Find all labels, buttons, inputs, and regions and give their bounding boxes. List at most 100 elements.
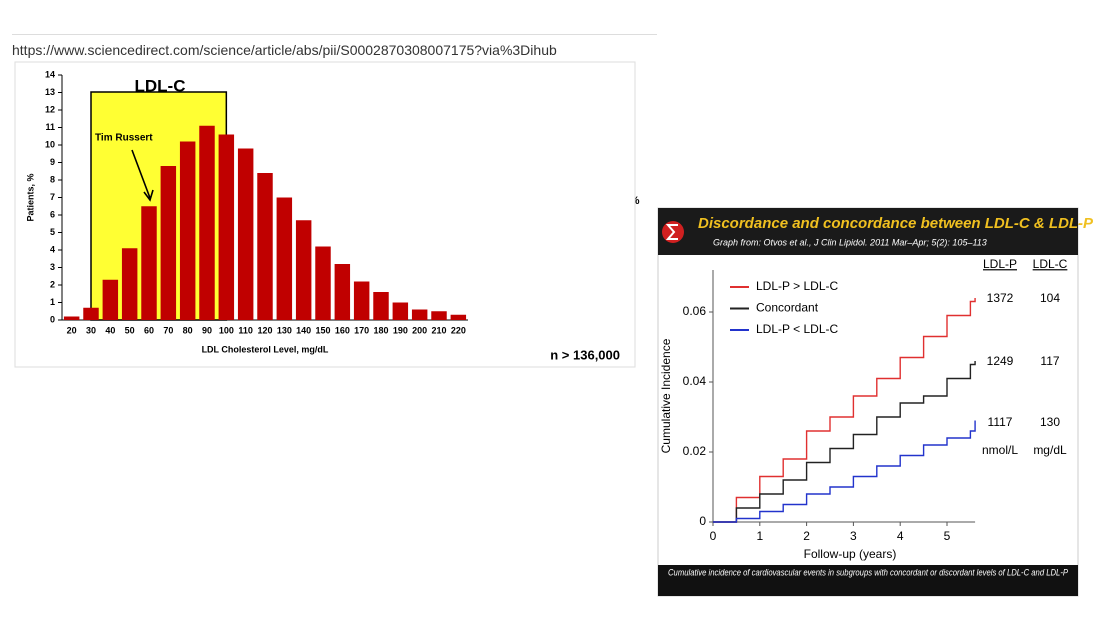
table-cell: 1117	[988, 415, 1013, 429]
y-tick-label: 6	[50, 209, 55, 219]
header-band	[658, 208, 1078, 255]
chart-title: LDL-C	[135, 76, 186, 95]
bar	[83, 307, 99, 320]
x-tick-label: 120	[257, 325, 272, 335]
bar	[392, 302, 409, 320]
y-tick-label: 2	[50, 279, 55, 289]
bar	[199, 125, 215, 320]
x-tick-label: 90	[202, 325, 212, 335]
x-tick-label: 130	[277, 325, 292, 335]
y-tick-label: 5	[50, 227, 55, 237]
legend-label: LDL-P < LDL-C	[756, 322, 838, 336]
bar	[353, 281, 370, 320]
url: https://www.sciencedirect.com/science/ar…	[12, 42, 557, 58]
x-tick-label: 100	[219, 325, 234, 335]
table-header: LDL-P	[983, 257, 1017, 271]
x-tick-label: 40	[105, 325, 115, 335]
bar	[450, 314, 467, 320]
y-tick-label: 3	[50, 262, 55, 272]
bar	[63, 316, 80, 320]
bar	[431, 311, 447, 320]
bar	[257, 173, 273, 320]
table-header: LDL-C	[1033, 257, 1068, 271]
x-tick-label: 80	[183, 325, 193, 335]
table-cell: 130	[1040, 415, 1060, 429]
y-tick-label: 10	[45, 139, 55, 149]
x-tick-label: 200	[412, 325, 427, 335]
y-tick-label: 14	[45, 69, 55, 79]
caption: Cumulative incidence of cardiovascular e…	[668, 567, 1068, 577]
divider	[12, 34, 657, 35]
table-cell: 104	[1040, 291, 1060, 305]
x-tick-label: 180	[373, 325, 388, 335]
y-tick-label: 11	[45, 122, 55, 132]
bar	[315, 246, 331, 320]
table-unit: mg/dL	[1033, 443, 1067, 457]
y-tick-label: 0.06	[683, 304, 707, 318]
x-tick-label: 20	[67, 325, 77, 335]
annotation: Tim Russert	[95, 133, 153, 144]
bar	[411, 309, 428, 320]
y-tick-label: 1	[50, 297, 55, 307]
x-tick-label: 210	[431, 325, 446, 335]
x-tick-label: 110	[238, 325, 253, 335]
y-tick-label: 0	[699, 514, 706, 528]
series-line	[713, 298, 976, 523]
legend-label: Concordant	[756, 301, 819, 315]
x-tick-label: 0	[710, 529, 717, 543]
bar	[141, 206, 157, 320]
footnote: n > 136,000	[550, 347, 620, 362]
bar	[179, 141, 196, 320]
x-tick-label: 170	[354, 325, 369, 335]
bar	[121, 248, 138, 320]
x-tick-label: 140	[296, 325, 311, 335]
sigma-icon	[665, 224, 678, 240]
x-tick-label: 3	[850, 529, 857, 543]
x-axis-label: LDL Cholesterol Level, mg/dL	[202, 344, 329, 354]
x-tick-label: 30	[86, 325, 96, 335]
series-line	[713, 420, 976, 523]
chart-title: Discordance and concordance between LDL-…	[698, 215, 1094, 232]
y-tick-label: 8	[50, 174, 55, 184]
x-tick-label: 2	[803, 529, 810, 543]
bar	[295, 220, 312, 320]
y-tick-label: 13	[45, 87, 55, 97]
x-tick-label: 4	[897, 529, 904, 543]
y-tick-label: 0.04	[683, 374, 707, 388]
y-tick-label: 0.02	[683, 444, 707, 458]
x-tick-label: 70	[163, 325, 173, 335]
table-cell: 1372	[987, 291, 1014, 305]
y-axis-label: Cumulative Incidence	[659, 338, 673, 453]
y-tick-label: 12	[45, 104, 55, 114]
x-tick-label: 1	[756, 529, 763, 543]
table-cell: 117	[1040, 354, 1059, 368]
bar	[237, 148, 254, 320]
y-tick-label: 0	[50, 314, 55, 324]
bar	[334, 264, 351, 320]
bar	[102, 279, 119, 320]
subtitle: Graph from: Otvos et al., J Clin Lipidol…	[713, 237, 987, 247]
table-cell: 1249	[987, 354, 1014, 368]
x-tick-label: 150	[315, 325, 330, 335]
y-axis-label: Patients, %	[25, 173, 35, 221]
bar	[373, 292, 389, 320]
x-tick-label: 5	[944, 529, 951, 543]
x-axis-label: Follow-up (years)	[804, 547, 897, 561]
right-panel	[657, 207, 1079, 597]
series-line	[713, 361, 976, 523]
caption-band	[658, 565, 1078, 596]
y-tick-label: 4	[50, 244, 55, 254]
y-tick-label: 9	[50, 157, 55, 167]
x-tick-label: 160	[335, 325, 350, 335]
arrow	[131, 149, 154, 202]
x-tick-label: 190	[393, 325, 408, 335]
x-tick-label: 50	[125, 325, 135, 335]
bar	[276, 197, 293, 320]
legend-label: LDL-P > LDL-C	[756, 279, 838, 293]
x-tick-label: 220	[451, 325, 466, 335]
y-tick-label: 7	[50, 192, 55, 202]
bar	[160, 166, 177, 320]
bar	[218, 134, 235, 320]
